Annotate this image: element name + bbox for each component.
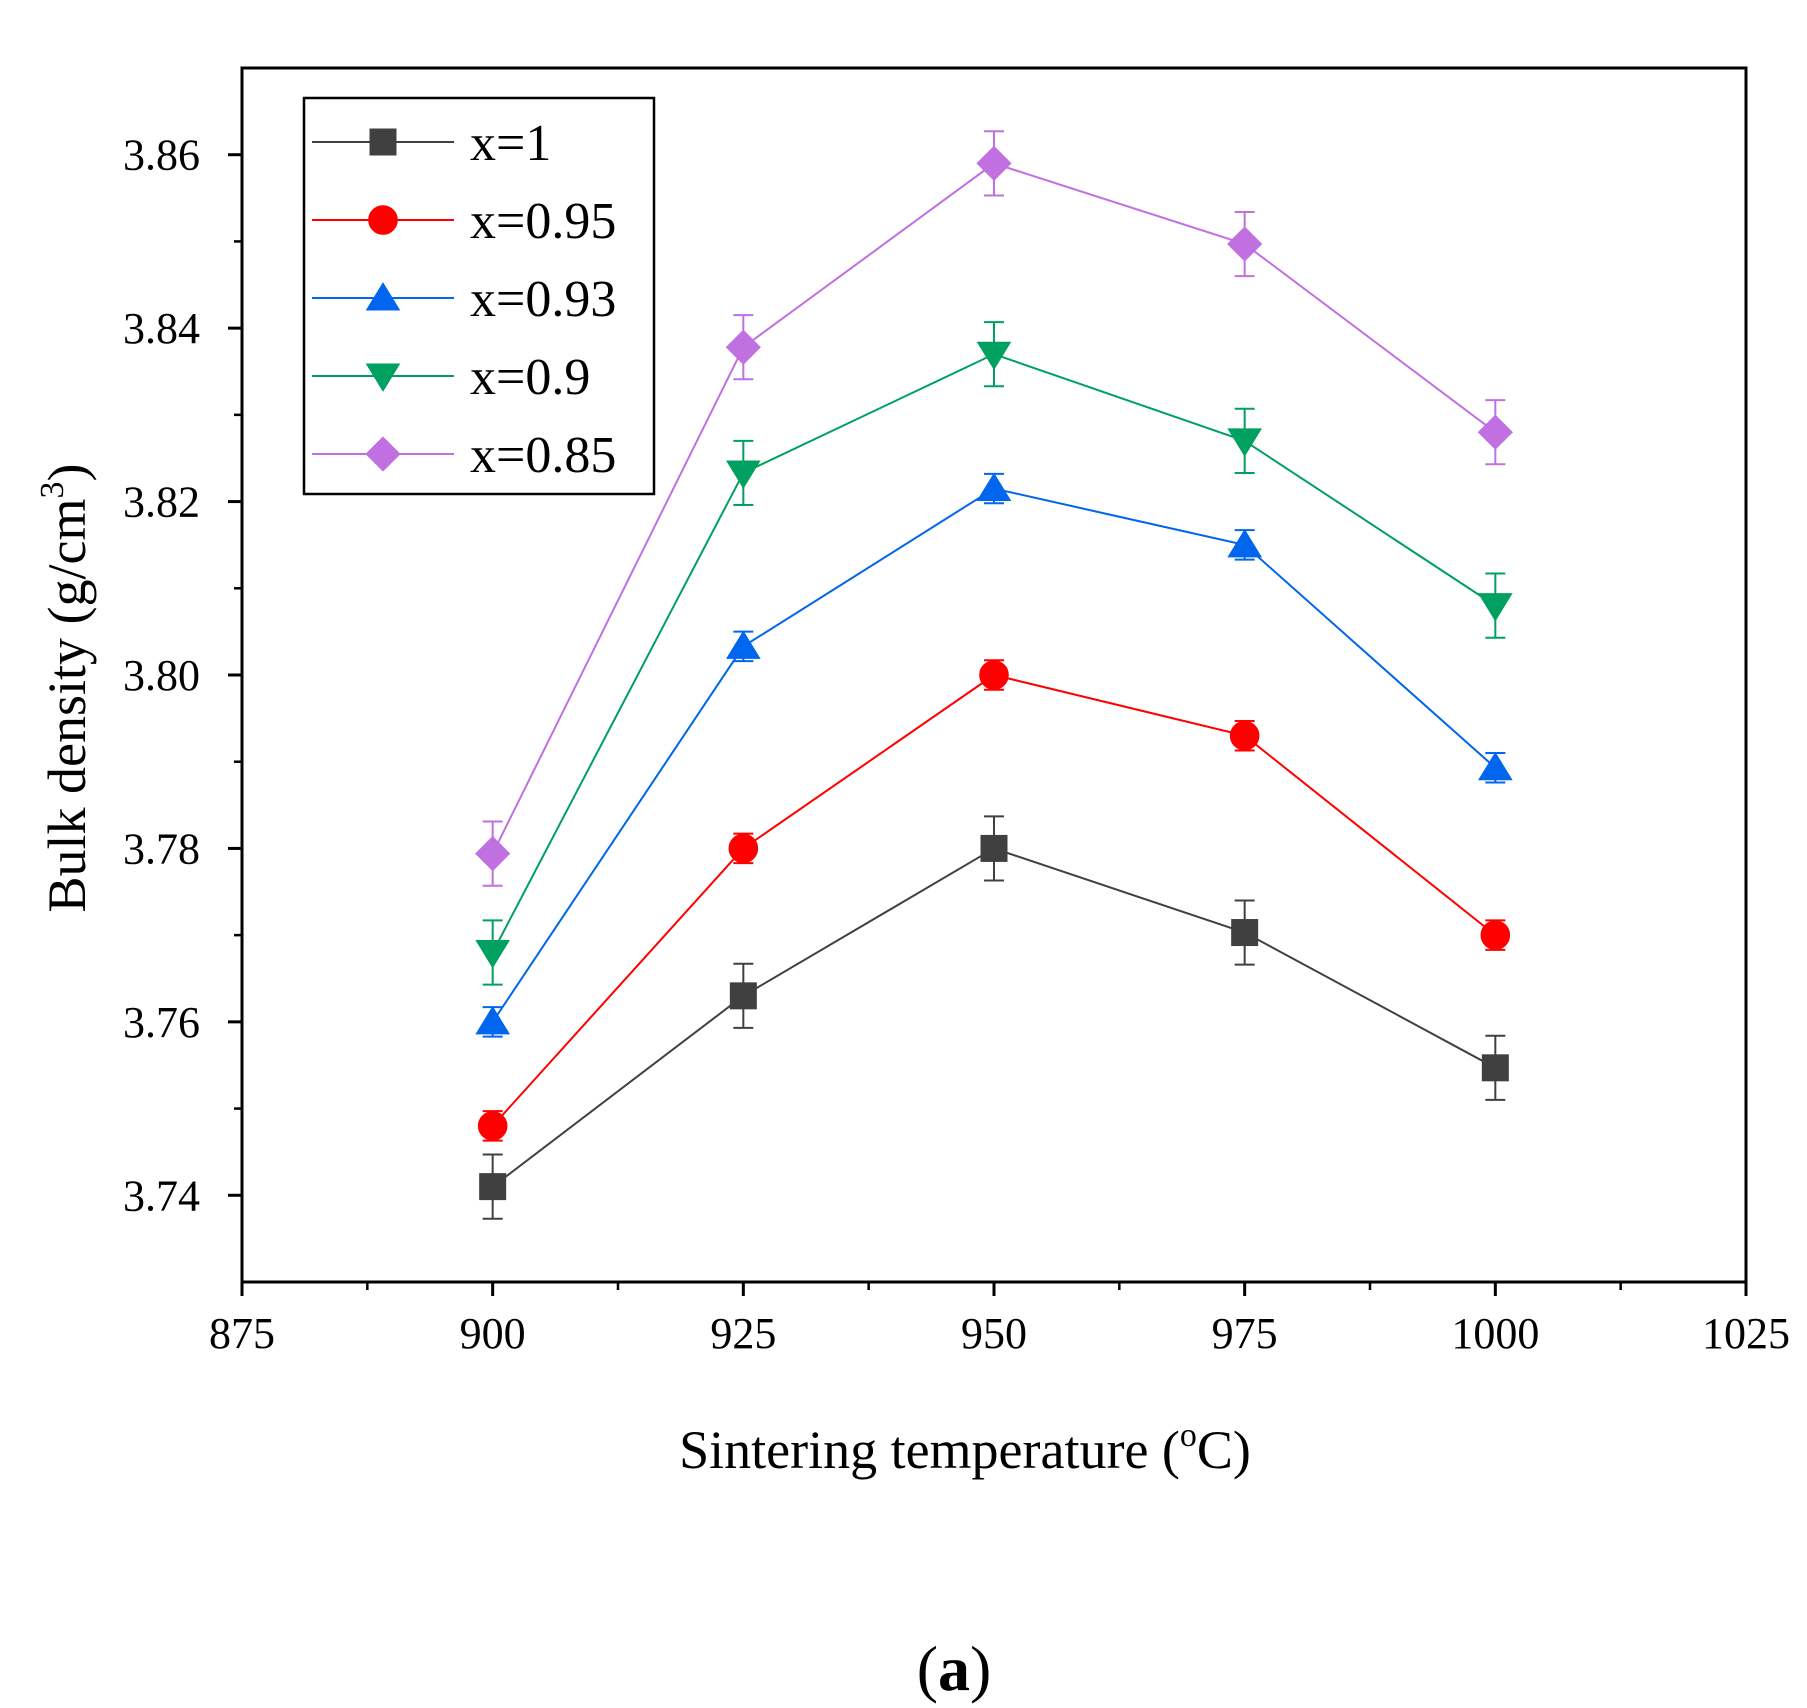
series-1 bbox=[477, 659, 1511, 1142]
axis-ticks: 875 900 925 950 975 1000 1025 3.74 3.76 3.78 3.80 3… bbox=[123, 131, 1790, 1358]
panel-label: (a) bbox=[917, 1633, 992, 1704]
data-point bbox=[1227, 226, 1263, 262]
data-point bbox=[475, 836, 511, 872]
data-point bbox=[725, 630, 761, 659]
data-point bbox=[725, 460, 761, 489]
x-tick-label: 950 bbox=[961, 1309, 1027, 1358]
data-point bbox=[725, 329, 761, 365]
data-point bbox=[1480, 920, 1511, 950]
legend-marker bbox=[369, 128, 397, 156]
data-point bbox=[1227, 529, 1263, 558]
data-point bbox=[729, 982, 757, 1010]
y-tick-label: 3.84 bbox=[123, 304, 200, 353]
legend-label: x=0.85 bbox=[470, 427, 616, 484]
legend-entry: x=0.9 bbox=[312, 349, 590, 406]
y-tick-label: 3.86 bbox=[123, 131, 200, 180]
legend-label: x=0.93 bbox=[470, 271, 616, 328]
x-tick-label: 1000 bbox=[1451, 1309, 1539, 1358]
legend-marker bbox=[368, 205, 398, 235]
y-tick-label: 3.80 bbox=[123, 651, 200, 700]
x-tick-label: 925 bbox=[710, 1309, 776, 1358]
series-2 bbox=[475, 472, 1513, 1038]
legend-label: x=0.9 bbox=[470, 349, 590, 406]
y-tick-label: 3.74 bbox=[123, 1171, 200, 1220]
series-4 bbox=[475, 130, 1513, 887]
plot-frame bbox=[240, 66, 1748, 1284]
legend-label: x=1 bbox=[470, 115, 551, 172]
data-point bbox=[1477, 414, 1513, 450]
y-tick-label: 3.82 bbox=[123, 478, 200, 527]
data-point bbox=[976, 341, 1012, 371]
data-point bbox=[475, 940, 511, 969]
legend-label: x=0.95 bbox=[470, 193, 616, 250]
y-tick-label: 3.76 bbox=[123, 998, 200, 1047]
data-point bbox=[1481, 1054, 1509, 1082]
data-point bbox=[475, 1005, 511, 1035]
data-point bbox=[479, 1173, 507, 1201]
x-tick-label: 975 bbox=[1212, 1309, 1278, 1358]
series-3 bbox=[475, 321, 1513, 986]
y-axis-title: Bulk density (g/cm3) bbox=[34, 464, 97, 913]
data-point bbox=[1227, 428, 1263, 457]
data-point bbox=[1229, 720, 1260, 751]
legend-box bbox=[302, 96, 656, 496]
data-point bbox=[980, 834, 1008, 862]
data-point bbox=[976, 472, 1012, 502]
data-point bbox=[1477, 751, 1513, 781]
x-axis-title: Sintering temperature (oC) bbox=[679, 1417, 1251, 1480]
legend-entry: x=0.95 bbox=[312, 193, 616, 250]
legend-entry: x=0.85 bbox=[312, 427, 616, 484]
data-point bbox=[976, 145, 1012, 181]
legend-entry: x=0.93 bbox=[312, 271, 616, 328]
x-tick-label: 900 bbox=[460, 1309, 526, 1358]
x-tick-label: 1025 bbox=[1702, 1309, 1790, 1358]
legend-entry: x=1 bbox=[312, 115, 551, 172]
legend: x=1 x=0.95 x=0.93 x=0.9 x=0.85 bbox=[302, 96, 656, 496]
data-point bbox=[477, 1111, 508, 1141]
data-point bbox=[1231, 919, 1259, 947]
x-tick-label: 875 bbox=[209, 1309, 275, 1358]
series-layer bbox=[475, 130, 1513, 1220]
legend-marker bbox=[365, 282, 401, 311]
series-0 bbox=[479, 815, 1509, 1220]
legend-marker bbox=[365, 436, 401, 472]
data-point bbox=[1477, 593, 1513, 622]
data-point bbox=[728, 833, 759, 864]
data-point bbox=[979, 660, 1009, 690]
y-tick-label: 3.78 bbox=[123, 824, 200, 873]
legend-marker bbox=[365, 363, 401, 392]
